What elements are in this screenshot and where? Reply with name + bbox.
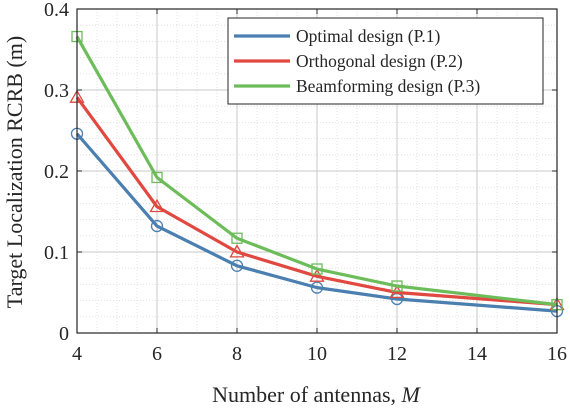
x-tick-label: 14 xyxy=(467,343,487,365)
y-tick-label: 0 xyxy=(59,323,69,345)
legend-entry: Optimal design (P.1) xyxy=(234,26,441,46)
data-point-circle xyxy=(310,281,324,294)
series-line xyxy=(75,132,558,313)
data-point-circle xyxy=(230,259,244,272)
data-point-triangle xyxy=(309,268,325,282)
legend-entry: Beamforming design (P.3) xyxy=(234,76,480,96)
legend: Optimal design (P.1) Orthogonal design (P… xyxy=(227,17,544,105)
legend-label: Orthogonal design (P.2) xyxy=(296,51,463,71)
data-point-square xyxy=(391,280,403,292)
series-layer xyxy=(69,30,565,318)
y-tick-label: 0.2 xyxy=(44,161,69,183)
data-point-square xyxy=(311,263,323,275)
legend-label: Optimal design (P.1) xyxy=(296,26,441,46)
y-tick-label: 0.1 xyxy=(44,242,69,264)
data-point-square xyxy=(231,232,243,244)
axes-layer: 4 6 8 10 12 14 16 0 0.1 0.2 0.3 0.4 xyxy=(44,0,567,365)
series-3 xyxy=(71,30,563,311)
data-point-triangle xyxy=(389,284,405,299)
x-axis-title-variable: M xyxy=(401,382,422,407)
data-point-triangle xyxy=(149,198,165,213)
y-tick-label: 0.3 xyxy=(44,80,69,102)
x-tick-label: 6 xyxy=(152,343,162,365)
x-axis-title: Number of antennas, M xyxy=(212,382,421,407)
x-tick-label: 16 xyxy=(547,343,567,365)
series-line xyxy=(75,35,558,307)
x-tick-label: 12 xyxy=(387,343,407,365)
y-tick-label: 0.4 xyxy=(44,0,69,21)
data-point-triangle xyxy=(229,244,245,258)
x-tick-label: 10 xyxy=(307,343,327,365)
series-line xyxy=(75,96,558,307)
x-tick-label: 4 xyxy=(72,343,82,365)
x-axis-title-text: Number of antennas, xyxy=(212,382,401,407)
y-axis-title: Target Localization RCRB (m) xyxy=(2,36,27,308)
series-2 xyxy=(69,89,565,311)
legend-label: Beamforming design (P.3) xyxy=(296,76,480,96)
x-tick-label: 8 xyxy=(232,343,242,365)
data-point-square xyxy=(151,171,163,184)
legend-entry: Orthogonal design (P.2) xyxy=(234,51,463,71)
data-point-circle xyxy=(150,219,164,233)
